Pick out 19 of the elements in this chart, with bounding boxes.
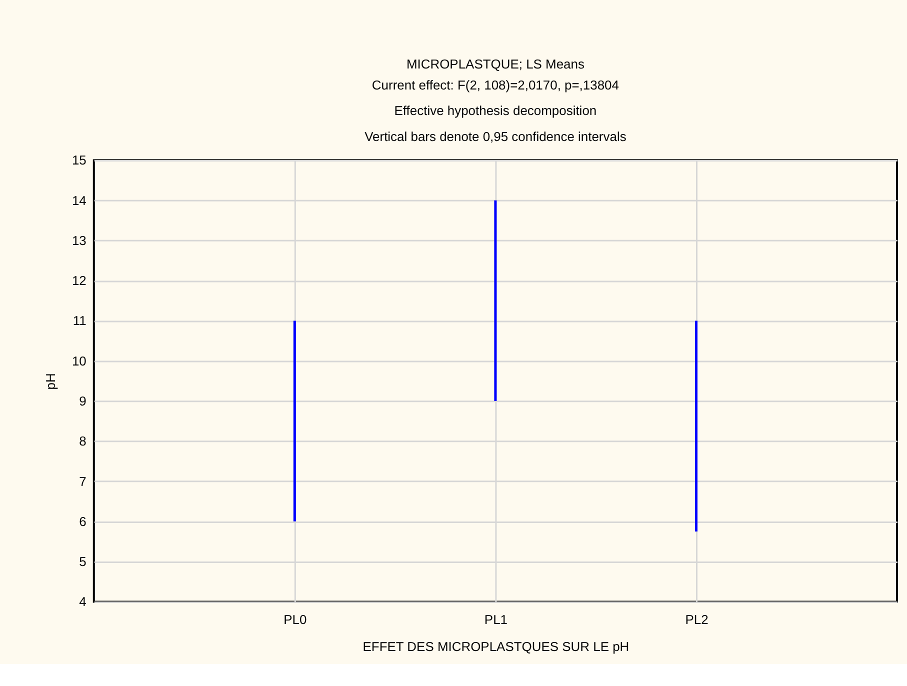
y-tick-label: 14 [72,192,86,208]
y-tick-label: 8 [79,434,86,449]
y-tick-label: 10 [72,353,86,368]
y-tick-label: 11 [72,313,86,328]
y-tick-label: 4 [79,594,86,610]
x-tick-label: PL2 [685,612,708,628]
y-tick-label: 7 [79,474,86,489]
y-tick-label: 15 [72,152,86,168]
y-axis-title: pH [42,373,58,390]
chart-title: MICROPLASTQUE; LS Means [406,56,585,72]
y-tick-label: 5 [79,554,86,570]
y-tick-label: 9 [79,394,86,409]
x-tick-label: PL1 [484,612,508,628]
y-tick-label: 12 [72,273,86,288]
x-axis-title: EFFET DES MICROPLASTQUES SUR LE pH [362,639,630,654]
y-tick-label: 13 [72,232,86,248]
x-tick-label: PL0 [284,612,307,628]
y-tick-label: 6 [79,514,86,529]
chart-subtitle: Current effect: F(2, 108)=2,0170, p=,13804 Effective hypothesis decomposition Vertical bars denote 0,95 confidence intervals [364,77,627,144]
